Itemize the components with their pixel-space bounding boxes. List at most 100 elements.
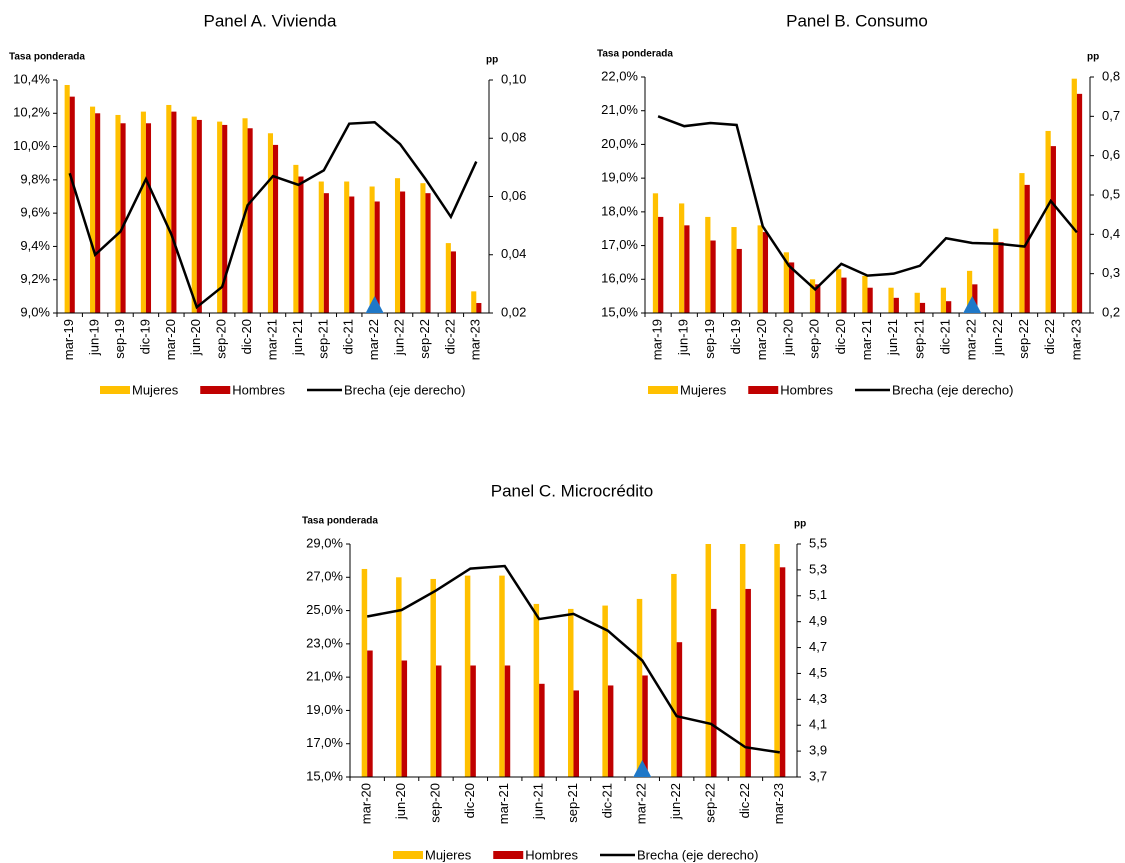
legend-label: Hombres bbox=[232, 382, 285, 397]
x-tick-label: jun-21 bbox=[290, 319, 305, 356]
x-tick-label: dic-20 bbox=[833, 319, 848, 354]
bar bbox=[425, 193, 431, 313]
bar bbox=[499, 575, 505, 777]
bar bbox=[568, 608, 574, 777]
line-series bbox=[657, 115, 1078, 292]
bar bbox=[361, 568, 368, 777]
y-tick-label: 17,0% bbox=[306, 735, 343, 750]
bar bbox=[171, 111, 177, 313]
x-tick-label: sep-22 bbox=[1016, 319, 1031, 359]
bar bbox=[636, 598, 643, 777]
bar bbox=[762, 232, 769, 313]
y-tick-label: 22,0% bbox=[601, 68, 638, 83]
bar bbox=[671, 573, 677, 777]
bar bbox=[1045, 130, 1051, 313]
bar bbox=[779, 567, 786, 777]
y2-tick-label: 3,7 bbox=[809, 768, 827, 783]
bar bbox=[809, 279, 816, 313]
legend-label: Mujeres bbox=[132, 382, 179, 397]
bar bbox=[401, 660, 408, 777]
legend-swatch bbox=[748, 386, 779, 394]
y2-tick-label: 0,10 bbox=[501, 71, 526, 86]
bar bbox=[573, 690, 579, 777]
bar bbox=[1019, 173, 1025, 313]
x-tick-label: mar-20 bbox=[163, 319, 178, 360]
bar bbox=[888, 287, 894, 313]
y-tick-label: 27,0% bbox=[306, 569, 343, 584]
bar bbox=[217, 121, 223, 313]
x-tick-label: mar-23 bbox=[771, 783, 786, 824]
legend-label: Brecha (eje derecho) bbox=[344, 382, 465, 397]
bar bbox=[679, 203, 685, 313]
bar bbox=[464, 575, 471, 777]
bar bbox=[1050, 146, 1056, 313]
x-tick-label: mar-21 bbox=[264, 319, 279, 360]
bar bbox=[420, 183, 426, 313]
y-tick-label: 9,8% bbox=[20, 171, 50, 186]
y-tick-label: 10,4% bbox=[13, 71, 50, 86]
bar bbox=[318, 181, 324, 313]
bar bbox=[267, 133, 273, 313]
x-tick-label: dic-22 bbox=[1042, 319, 1057, 354]
y-tick-label: 10,0% bbox=[13, 138, 50, 153]
y2-tick-label: 4,9 bbox=[809, 613, 827, 628]
legend-label: Hombres bbox=[525, 847, 578, 862]
legend-label: Mujeres bbox=[425, 847, 472, 862]
x-tick-label: sep-22 bbox=[702, 783, 717, 823]
bar bbox=[396, 577, 402, 777]
y-axis-label: Tasa ponderada bbox=[597, 49, 673, 60]
line-series bbox=[366, 564, 780, 754]
y2-tick-label: 3,9 bbox=[809, 743, 827, 758]
y-tick-label: 17,0% bbox=[601, 237, 638, 252]
y-tick-label: 23,0% bbox=[306, 635, 343, 650]
bar bbox=[736, 248, 742, 313]
bar bbox=[470, 665, 476, 777]
bar bbox=[607, 685, 614, 777]
bar bbox=[476, 303, 482, 313]
bar bbox=[998, 242, 1004, 313]
bar bbox=[445, 243, 451, 313]
x-tick-label: sep-22 bbox=[417, 319, 432, 359]
x-tick-label: dic-22 bbox=[442, 319, 457, 354]
x-tick-label: dic-20 bbox=[239, 319, 254, 354]
y-tick-label: 9,6% bbox=[20, 205, 50, 220]
x-tick-label: jun-22 bbox=[990, 319, 1005, 356]
y-axis-label: Tasa ponderada bbox=[302, 516, 378, 527]
bar bbox=[273, 144, 279, 313]
bar bbox=[841, 277, 847, 313]
bar bbox=[993, 228, 999, 313]
x-tick-label: mar-21 bbox=[496, 783, 511, 824]
y2-tick-label: 4,5 bbox=[809, 665, 827, 680]
y2-axis-label: pp bbox=[486, 55, 498, 66]
bar bbox=[940, 287, 947, 313]
marker-triangle bbox=[633, 760, 652, 777]
x-tick-label: jun-20 bbox=[393, 783, 408, 820]
x-tick-label: dic-21 bbox=[937, 319, 952, 354]
y2-tick-label: 0,08 bbox=[501, 130, 526, 145]
y2-axis-label: pp bbox=[1087, 52, 1099, 63]
bar bbox=[946, 301, 952, 313]
bar bbox=[1076, 93, 1083, 313]
y2-tick-label: 0,3 bbox=[1102, 265, 1120, 280]
bar bbox=[166, 104, 172, 313]
bar bbox=[222, 124, 228, 313]
bar bbox=[919, 302, 926, 313]
y2-tick-label: 0,8 bbox=[1102, 68, 1120, 83]
bar bbox=[247, 128, 253, 313]
bar bbox=[642, 675, 648, 777]
y-tick-label: 16,0% bbox=[601, 271, 638, 286]
bar bbox=[298, 176, 304, 313]
y-tick-label: 19,0% bbox=[601, 170, 638, 185]
y-tick-label: 15,0% bbox=[601, 304, 638, 319]
y2-tick-label: 0,5 bbox=[1102, 186, 1120, 201]
x-tick-label: sep-20 bbox=[807, 319, 822, 359]
y2-tick-label: 5,3 bbox=[809, 561, 827, 576]
legend-swatch bbox=[200, 386, 231, 394]
y-tick-label: 15,0% bbox=[306, 768, 343, 783]
y2-tick-label: 4,3 bbox=[809, 691, 827, 706]
y-axis-label: Tasa ponderada bbox=[9, 52, 85, 63]
x-tick-label: mar-21 bbox=[859, 319, 874, 360]
chart-title: Panel B. Consumo bbox=[786, 11, 928, 30]
line-series bbox=[68, 120, 478, 310]
